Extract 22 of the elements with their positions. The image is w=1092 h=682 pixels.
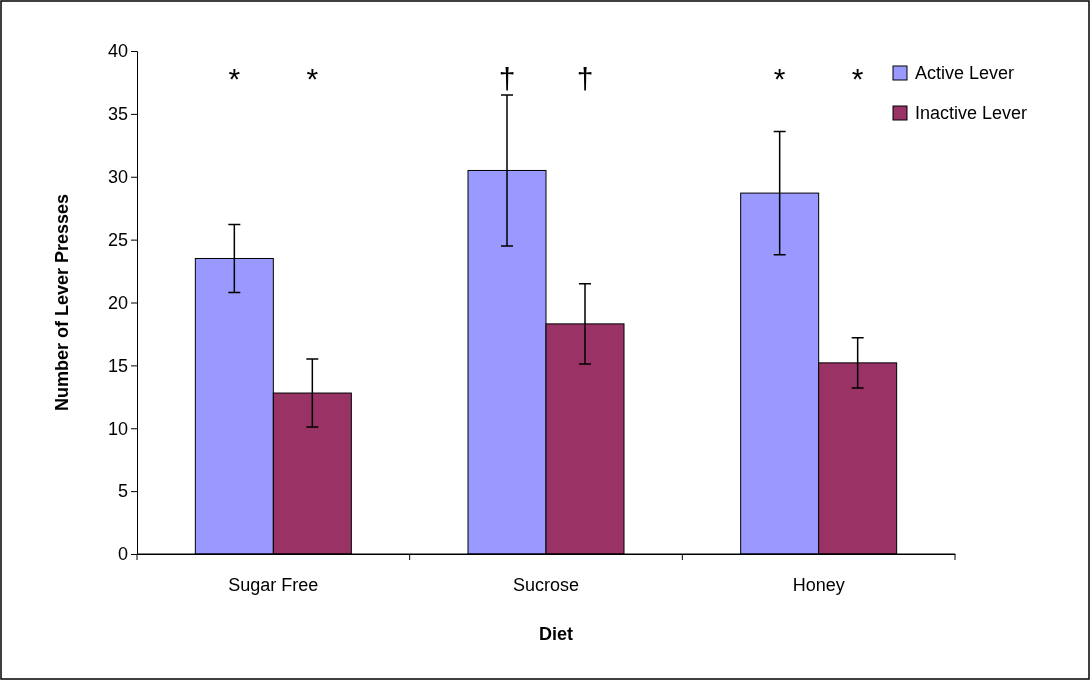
annotation: * xyxy=(773,61,786,95)
y-tick-label: 10 xyxy=(107,418,128,439)
annotation: * xyxy=(228,61,241,95)
y-tick-label: 35 xyxy=(107,104,128,125)
annotation: † xyxy=(498,61,516,95)
y-tick-label: 15 xyxy=(107,355,128,376)
annotation: * xyxy=(851,61,864,95)
y-tick-label: 25 xyxy=(107,229,128,250)
y-tick-label: 0 xyxy=(117,544,128,565)
x-axis-title: Diet xyxy=(538,624,574,644)
annotation: * xyxy=(306,61,319,95)
x-tick-label: Sugar Free xyxy=(228,574,319,595)
annotation: † xyxy=(576,61,594,95)
legend-label: Active Lever xyxy=(915,63,1015,83)
x-tick-label: Sucrose xyxy=(512,574,580,595)
y-tick-label: 30 xyxy=(107,167,128,188)
legend-label: Inactive Lever xyxy=(915,103,1028,123)
y-axis-title: Number of Lever Presses xyxy=(52,193,72,412)
y-tick-label: 40 xyxy=(107,41,128,62)
x-tick-label: Honey xyxy=(792,574,845,595)
y-tick-label: 5 xyxy=(117,481,128,502)
y-tick-label: 20 xyxy=(107,292,128,313)
